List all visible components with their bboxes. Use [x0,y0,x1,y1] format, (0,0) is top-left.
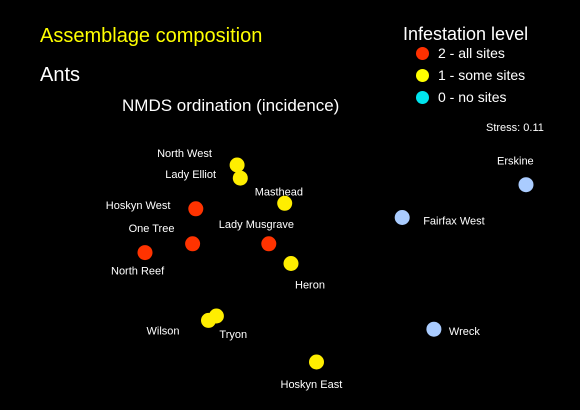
site-label: Hoskyn East [281,379,343,391]
site-point [230,158,245,173]
site-point [138,245,153,260]
site-point [261,236,276,251]
site-label: Fairfax West [423,216,485,228]
site-label: One Tree [129,223,175,235]
site-point [185,236,200,251]
site-point [233,171,248,186]
site-point [309,355,324,370]
site-label: Lady Musgrave [219,219,294,231]
site-label: Wilson [147,325,180,337]
site-label: Tryon [219,329,247,341]
site-label: Masthead [255,186,303,198]
site-label: Hoskyn West [106,200,171,212]
site-point [519,177,534,192]
site-label: North Reef [111,266,165,278]
site-label: North West [157,148,212,160]
site-point [284,256,299,271]
site-point [188,201,203,216]
site-label: Lady Elliot [165,169,216,181]
site-label: Erskine [497,156,534,168]
site-point [209,309,224,324]
site-point [426,322,441,337]
site-label: Heron [295,280,325,292]
site-point [395,210,410,225]
site-label: Wreck [449,326,480,338]
